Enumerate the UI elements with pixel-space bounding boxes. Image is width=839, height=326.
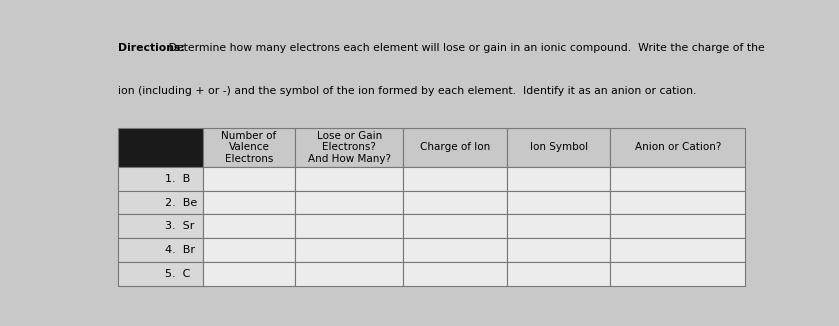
Bar (117, 167, 202, 190)
Text: 4.  Br: 4. Br (165, 245, 195, 256)
Text: 2.  Be: 2. Be (165, 198, 198, 208)
Bar (295, 190, 404, 215)
Bar (404, 215, 507, 238)
Bar (202, 128, 295, 167)
Bar (295, 262, 404, 286)
Bar (404, 238, 507, 262)
Bar (404, 190, 507, 215)
Text: ion (including + or -) and the symbol of the ion formed by each element.  Identi: ion (including + or -) and the symbol of… (117, 85, 696, 96)
Bar (202, 167, 295, 190)
Bar (611, 128, 745, 167)
Text: Number of
Valence
Electrons: Number of Valence Electrons (221, 131, 277, 164)
Text: 3.  Sr: 3. Sr (165, 221, 195, 231)
Bar (117, 215, 202, 238)
Bar (507, 128, 611, 167)
Text: Anion or Cation?: Anion or Cation? (635, 142, 721, 152)
Bar (507, 215, 611, 238)
Bar (507, 262, 611, 286)
Bar (507, 238, 611, 262)
Bar (117, 128, 202, 167)
Bar (404, 262, 507, 286)
Text: Charge of Ion: Charge of Ion (420, 142, 490, 152)
Bar (295, 167, 404, 190)
Bar (117, 262, 202, 286)
Bar (611, 190, 745, 215)
Bar (202, 215, 295, 238)
Bar (295, 128, 404, 167)
Text: Lose or Gain
Electrons?
And How Many?: Lose or Gain Electrons? And How Many? (308, 131, 391, 164)
Bar (202, 238, 295, 262)
Bar (611, 238, 745, 262)
Bar (117, 190, 202, 215)
Bar (404, 128, 507, 167)
Text: 1.  B: 1. B (165, 173, 190, 184)
Bar (202, 190, 295, 215)
Bar (117, 238, 202, 262)
Text: Ion Symbol: Ion Symbol (529, 142, 588, 152)
Bar (295, 215, 404, 238)
Bar (507, 167, 611, 190)
Bar (295, 238, 404, 262)
Bar (611, 215, 745, 238)
Bar (507, 190, 611, 215)
Bar (404, 167, 507, 190)
Bar (611, 167, 745, 190)
Text: Directions:: Directions: (117, 43, 185, 53)
Text: 5.  C: 5. C (165, 269, 190, 279)
Text: Determine how many electrons each element will lose or gain in an ionic compound: Determine how many electrons each elemen… (165, 43, 765, 53)
Bar (611, 262, 745, 286)
Bar (202, 262, 295, 286)
